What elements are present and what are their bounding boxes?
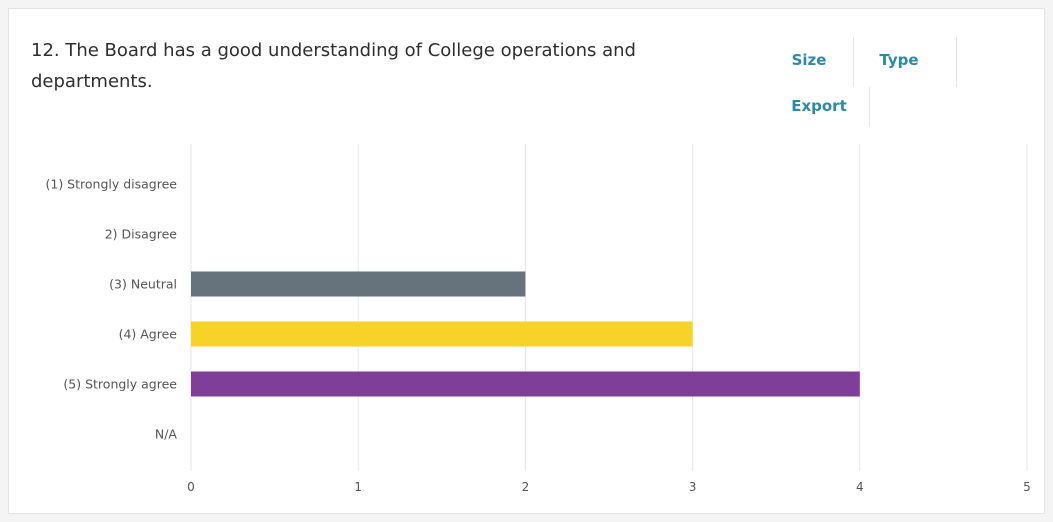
chart-toolbar: Size Type Export: [769, 35, 969, 135]
toolbar-divider: [853, 37, 854, 87]
x-tick-label: 3: [689, 480, 697, 494]
question-card: 12. The Board has a good understanding o…: [8, 8, 1045, 514]
x-tick-label: 0: [187, 480, 195, 494]
x-tick-label: 4: [856, 480, 864, 494]
bar[interactable]: [191, 271, 526, 297]
bar[interactable]: [191, 321, 693, 347]
size-button[interactable]: Size: [769, 43, 849, 77]
bar-chart: (1) Strongly disagree 2) Disagree (3) Neut…: [46, 144, 1031, 494]
export-button[interactable]: Export: [779, 89, 859, 123]
category-label: (3) Neutral: [109, 277, 177, 292]
x-tick-label: 2: [522, 480, 530, 494]
category-labels: (1) Strongly disagree 2) Disagree (3) Neut…: [46, 177, 178, 442]
toolbar-divider: [869, 87, 870, 127]
x-axis-ticks: 0 1 2 3 4 5: [187, 480, 1031, 494]
question-title: 12. The Board has a good understanding o…: [31, 40, 636, 92]
chart-bars: [191, 271, 860, 397]
x-tick-label: 1: [354, 480, 362, 494]
category-label: (5) Strongly agree: [63, 377, 177, 392]
x-tick-label: 5: [1023, 480, 1031, 494]
chart-grid: [190, 144, 1028, 471]
bar[interactable]: [191, 371, 860, 397]
toolbar-divider: [956, 37, 957, 87]
category-label: N/A: [155, 427, 178, 442]
category-label: (4) Agree: [119, 327, 178, 342]
category-label: (1) Strongly disagree: [46, 177, 178, 192]
category-label: 2) Disagree: [105, 227, 178, 242]
type-button[interactable]: Type: [849, 43, 949, 77]
